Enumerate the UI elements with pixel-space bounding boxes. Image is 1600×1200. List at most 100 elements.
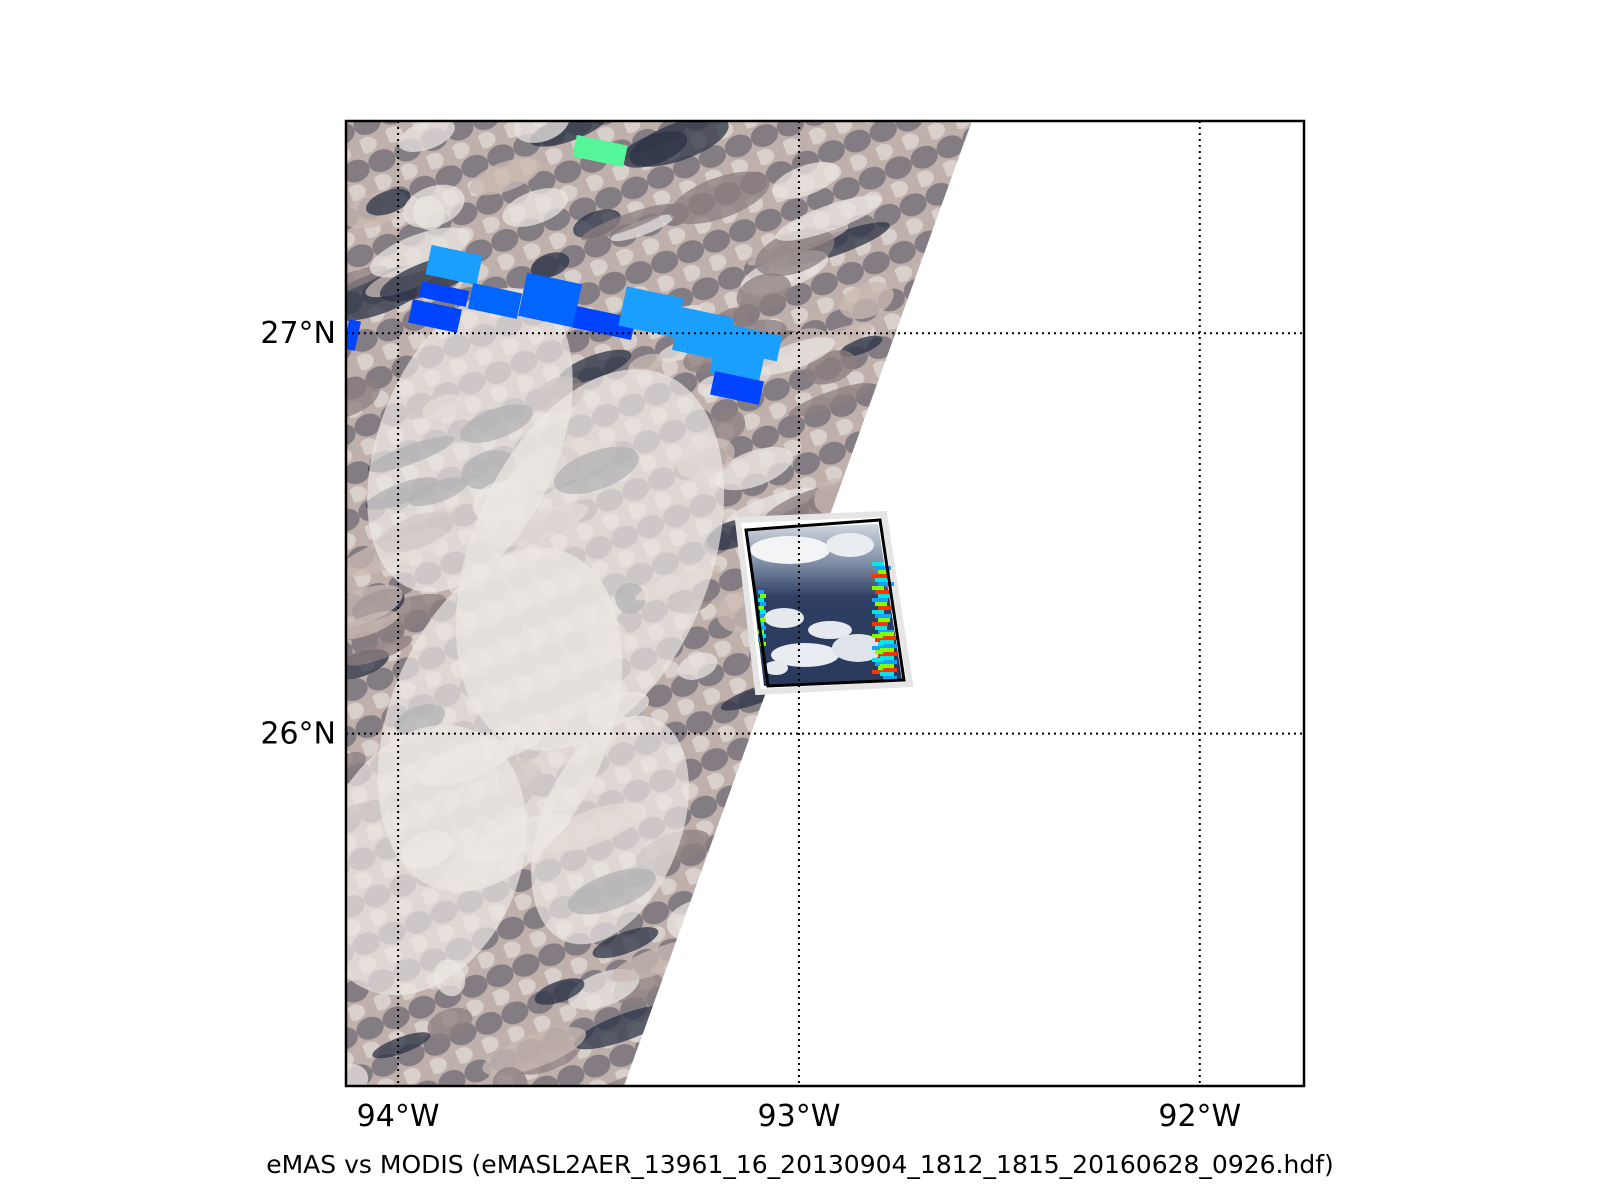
swath-pixel [346,635,413,666]
swath-pixel [620,131,688,168]
aerosol-cell [467,283,523,319]
emas-aerosol-pixel [875,578,887,582]
swath-pixel [369,227,471,278]
swath-pixel [752,337,836,376]
emas-aerosol-pixel [875,626,887,630]
aerosol-cell [672,306,734,362]
emas-aerosol-pixel [760,634,766,638]
emas-aerosol-pixel [878,582,894,586]
swath-pixel [772,161,840,199]
emas-aerosol-pixel [760,610,766,614]
swath-pixel [372,1032,431,1059]
emas-aerosol-pixel [872,574,888,578]
swath-pixel [628,353,663,375]
emas-cloud-field [750,533,884,675]
emas-aerosol-pixel [878,570,890,574]
aerosol-cell [618,286,684,338]
swath-pixel [669,171,770,225]
emas-aerosol-pixel [878,594,890,598]
swath-pixel [677,652,718,680]
emas-aerosol-pixel [878,606,894,610]
aerosol-cell [425,244,483,286]
swath-pixel [366,188,411,216]
aerosol-cell [408,299,462,333]
swath-pixel [513,121,570,143]
emas-aerosol-pixel [872,634,884,638]
emas-aerosol-pixel [883,660,897,664]
emas-aerosol-pixel [875,602,887,606]
emas-aerosol-pixel [880,632,894,636]
aerosol-cell [710,371,764,405]
emas-aerosol-pixel [872,658,884,662]
emas-aerosol-pixel [883,676,897,680]
swath-pixel [755,228,835,277]
swath-pixel [413,195,445,231]
emas-aerosol-pixel [880,672,894,676]
swath-pixel [530,252,570,279]
aerosol-cell [418,281,470,307]
emas-aerosol-pixel [872,622,888,626]
longitude-label: 94°W [357,1099,440,1134]
swath-pixel [710,408,746,441]
emas-aerosol-pixel [883,652,897,656]
latitude-labels: 27°N 26°N [260,316,336,751]
swath-pixel [775,195,883,241]
swath-pixel [398,121,455,152]
swath-pixel [469,157,541,196]
swath-pixel [346,584,403,627]
swath-pixel [715,447,793,491]
modis-swath [346,121,1304,1086]
emas-granule-outline [744,518,906,688]
swath-cloud [346,724,527,996]
emas-aerosol-pixel [872,586,884,590]
swath-pixel [346,751,367,773]
emas-aerosol-pixel [758,622,764,626]
swath-edge-mask [624,121,1304,1086]
emas-aerosol-pixel [880,656,894,660]
swath-pixel [788,382,873,417]
emas-aerosol-pixel [760,618,766,622]
emas-aerosol-pixel [883,636,897,640]
emas-aerosol-pixel [880,640,894,644]
latitude-label: 27°N [260,316,336,351]
swath-cloud [531,715,689,945]
swath-pixel [482,1027,586,1076]
modis-swath-bands [346,121,1304,1086]
emas-granule [734,510,914,696]
aerosol-cell [346,319,361,351]
swath-pixel [502,188,569,227]
emas-aerosol-pixel [760,626,766,630]
emas-aerosol-pixel [872,562,884,566]
emas-aerosol-pixel [875,590,891,594]
swath-pixel [736,273,792,313]
emas-aerosol-pixel [883,668,897,672]
swath-pixel [346,1064,369,1086]
emas-aerosol-pixel [880,664,894,668]
emas-aerosol-pixel [758,606,764,610]
longitude-labels: 94°W 93°W 92°W [357,1099,1242,1134]
swath-pixel [839,335,883,357]
swath-pixel [346,610,399,640]
aerosol-cell [572,306,636,340]
emas-aerosol-edges [758,562,897,680]
swath-pixel [534,978,585,1005]
emas-aerosol-pixel [883,644,897,648]
longitude-label: 93°W [758,1099,841,1134]
emas-aerosol-pixel [875,566,891,570]
emas-aerosol-pixel [878,618,890,622]
emas-aerosol-pixel [758,590,764,594]
swath-pixel [559,349,632,384]
swath-pixel [592,927,659,959]
aerosol-cell [518,272,582,328]
latitude-label: 26°N [260,717,336,752]
swath-pixel [610,214,675,242]
swath-pixel [839,281,894,320]
emas-aerosol-pixel [758,598,764,602]
map-axes-frame [344,119,1306,1088]
longitude-label: 92°W [1158,1099,1241,1134]
emas-aerosol-pixel [880,648,894,652]
emas-aerosol-pixel [758,614,764,618]
aerosol-cell [572,134,628,168]
figure-caption: eMAS vs MODIS (eMASL2AER_13961_16_201309… [266,1150,1334,1179]
emas-aerosol-pixel [760,602,766,606]
